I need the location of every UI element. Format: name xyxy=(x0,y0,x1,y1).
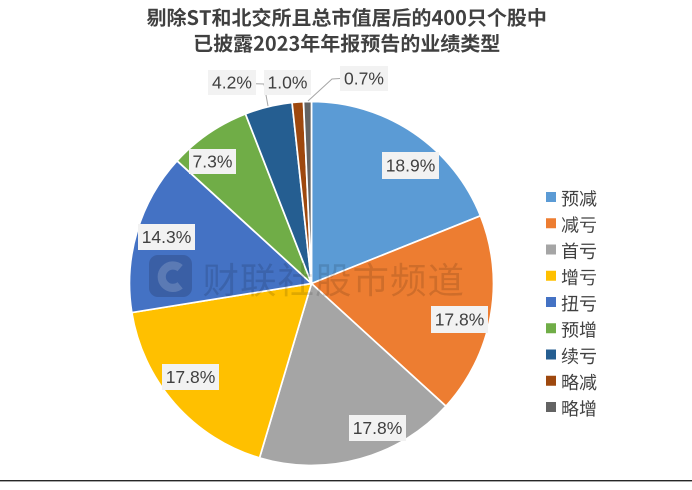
svg-text:4.2%: 4.2% xyxy=(212,73,252,93)
svg-text:18.9%: 18.9% xyxy=(386,156,436,176)
svg-text:17.8%: 17.8% xyxy=(353,418,403,438)
svg-text:17.8%: 17.8% xyxy=(166,367,216,387)
svg-text:17.8%: 17.8% xyxy=(435,310,485,330)
svg-text:1.0%: 1.0% xyxy=(268,73,308,93)
svg-text:0.7%: 0.7% xyxy=(344,69,384,89)
svg-text:14.3%: 14.3% xyxy=(142,227,192,247)
svg-text:7.3%: 7.3% xyxy=(193,152,233,172)
